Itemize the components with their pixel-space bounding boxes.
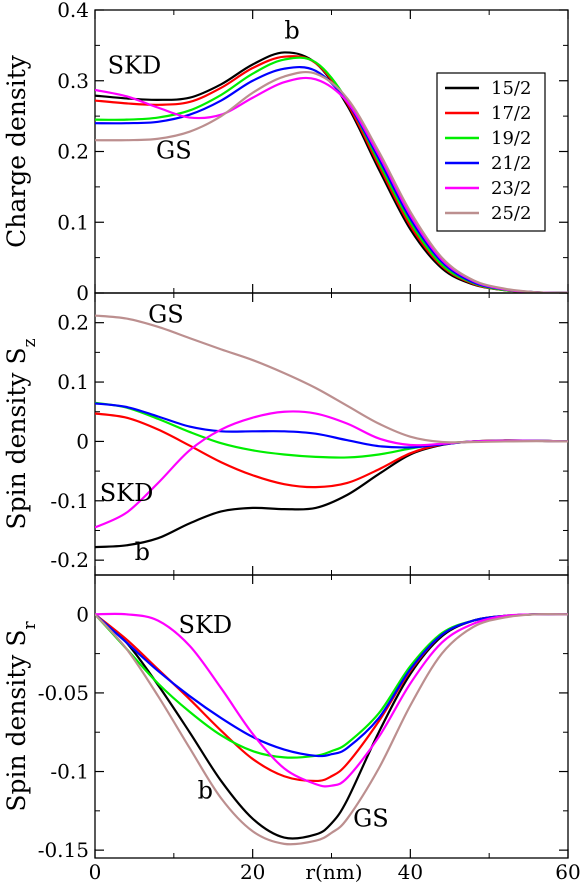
y-axis-label-subscript: r [20, 620, 40, 629]
y-tick-label: 0.1 [57, 370, 89, 394]
y-tick-label: -0.15 [38, 838, 89, 862]
y-tick-label: 0.1 [57, 210, 89, 234]
series-line-5 [95, 410, 568, 529]
series-line-4 [95, 613, 568, 758]
y-tick-label: -0.05 [38, 681, 89, 705]
y-axis-label: Spin density Sr [2, 620, 40, 811]
series-line-6 [95, 314, 568, 444]
series-line-6 [95, 71, 568, 293]
legend-label-2: 17/2 [491, 103, 531, 124]
y-tick-label: 0.3 [57, 69, 89, 93]
y-axis-label-text: Spin density S [2, 629, 31, 811]
annotation-skd: SKD [179, 611, 233, 639]
legend-box [436, 72, 546, 232]
annotation-skd: SKD [108, 52, 162, 80]
x-tick-label: 40 [398, 860, 423, 884]
x-tick-label: 0 [89, 860, 102, 884]
series-line-3 [95, 613, 568, 759]
y-tick-label: 0 [76, 281, 89, 305]
y-tick-label: -0.1 [50, 489, 89, 513]
panel-1: 0 0.1 0.2 0.3 0.4 Charge density SKD GS b 15/2 17/… [2, 0, 569, 305]
annotation-gs: GS [353, 805, 389, 833]
series-line-1 [95, 613, 568, 840]
y-axis-label-text: Charge density [2, 54, 31, 248]
annotation-gs: GS [156, 137, 192, 165]
x-tick-label: 20 [240, 860, 265, 884]
legend-label-1: 15/2 [491, 78, 531, 99]
annotation-b: b [198, 776, 213, 804]
legend-label-4: 21/2 [491, 153, 531, 174]
annotation-gs: GS [148, 301, 184, 329]
series-line-3 [95, 401, 568, 459]
legend-label-3: 19/2 [491, 128, 531, 149]
y-tick-label: 0.2 [57, 311, 89, 335]
series-line-6 [95, 612, 568, 846]
annotation-skd: SKD [100, 479, 154, 507]
legend: 15/2 17/2 19/2 21/2 23/2 25/2 [436, 72, 546, 232]
legend-label-5: 23/2 [491, 178, 531, 199]
y-tick-label: -0.1 [50, 760, 89, 784]
y-axis-label-text: Spin density S [2, 347, 31, 529]
legend-label-6: 25/2 [491, 203, 531, 224]
series-line-5 [95, 612, 568, 788]
y-tick-label: 0.2 [57, 140, 89, 164]
x-axis-label: r(nm) [305, 860, 362, 884]
y-tick-label: 0 [76, 602, 89, 626]
y-axis-label: Spin density Sz [2, 338, 40, 529]
x-tick-label: 60 [555, 860, 580, 884]
y-tick-label: 0.4 [57, 0, 89, 22]
y-tick-label: 0 [76, 429, 89, 453]
annotation-b: b [284, 16, 299, 44]
y-axis-label: Charge density [2, 54, 31, 248]
panel-2: -0.2 -0.1 0 0.1 0.2 Spin density Sz GS SKD b [2, 292, 569, 576]
y-axis-label-subscript: z [20, 338, 40, 347]
y-tick-label: -0.2 [50, 548, 89, 572]
annotation-b: b [135, 538, 150, 566]
panel-3: -0.15 -0.1 -0.05 0 0 20 40 60 r(nm) Spin density … [2, 574, 581, 884]
